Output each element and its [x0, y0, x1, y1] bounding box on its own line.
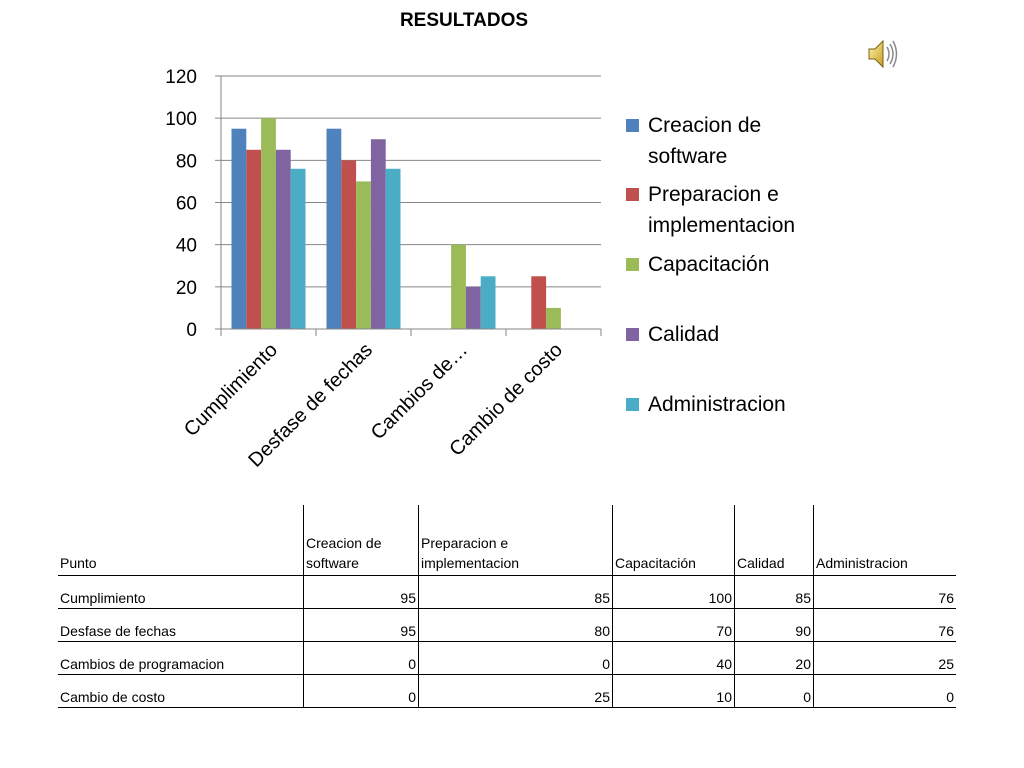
table-cell: 0 [418, 641, 613, 675]
table-row: Cambio de costo 0 25 10 0 0 [58, 674, 956, 708]
table-cell: 76 [813, 575, 956, 609]
bar [275, 149, 291, 329]
table-cell: 85 [734, 575, 814, 609]
y-tick-label: 20 [176, 278, 197, 299]
table-cell: 76 [813, 608, 956, 642]
y-tick-label: 120 [165, 67, 197, 88]
table-row: Cambios de programacion 0 0 40 20 25 [58, 641, 956, 675]
legend-item: Calidad [626, 319, 838, 350]
bar [546, 307, 561, 329]
bar [356, 181, 371, 329]
bar [246, 149, 262, 329]
bar [385, 168, 401, 329]
table-cell: 70 [612, 608, 735, 642]
bar [231, 128, 247, 329]
table-cell: 0 [303, 641, 419, 675]
chart-title: RESULTADOS [399, 10, 529, 31]
legend-label: Calidad [648, 323, 720, 346]
y-tick-label: 100 [165, 109, 197, 130]
table-cell: 0 [734, 674, 814, 708]
row-label: Cumplimiento [58, 575, 304, 609]
table-cell: 100 [612, 575, 735, 609]
bar [326, 128, 342, 329]
bar [531, 276, 547, 329]
legend-swatch [626, 119, 639, 132]
table-cell: 90 [734, 608, 814, 642]
y-tick-label: 80 [176, 151, 197, 172]
table-cell: 95 [303, 575, 419, 609]
table-header-row: Punto Creacion de software Preparacion e… [58, 505, 956, 576]
table-row: Desfase de fechas 95 80 70 90 76 [58, 608, 956, 642]
legend-swatch [626, 398, 639, 411]
header-capacitacion: Capacitación [612, 505, 735, 576]
table-cell: 40 [612, 641, 735, 675]
row-label: Cambios de programacion [58, 641, 304, 675]
table-cell: 0 [303, 674, 419, 708]
bar [261, 118, 276, 329]
table-cell: 25 [813, 641, 956, 675]
legend-swatch [626, 188, 639, 201]
y-tick-label: 60 [176, 194, 197, 215]
legend-swatch [626, 328, 639, 341]
legend-label: Preparacion e implementacion [648, 183, 796, 237]
y-tick-label: 40 [176, 236, 197, 257]
bar [290, 168, 306, 329]
table-cell: 25 [418, 674, 613, 708]
table-cell: 20 [734, 641, 814, 675]
x-tick-label: Cambios de… [367, 339, 472, 444]
bar [370, 139, 386, 329]
row-label: Desfase de fechas [58, 608, 304, 642]
table-cell: 80 [418, 608, 613, 642]
x-tick-label: Cumplimiento [180, 339, 282, 441]
bar [341, 160, 357, 329]
header-punto: Punto [58, 505, 304, 576]
legend-label: Capacitación [648, 253, 770, 276]
table-cell: 95 [303, 608, 419, 642]
legend-item: Preparacion e implementacion [626, 179, 838, 241]
header-preparacion: Preparacion e implementacion [418, 505, 613, 576]
legend-item: Capacitación [626, 249, 838, 280]
y-tick-label: 0 [186, 320, 197, 341]
table-cell: 85 [418, 575, 613, 609]
legend-swatch [626, 258, 639, 271]
speaker-icon[interactable] [864, 36, 900, 72]
header-administracion: Administracion [813, 505, 956, 576]
bar [480, 276, 496, 329]
legend-item: Administracion [626, 389, 838, 420]
bar [465, 286, 481, 329]
table-cell: 10 [612, 674, 735, 708]
legend-label: Administracion [648, 393, 786, 416]
table-cell: 0 [813, 674, 956, 708]
table-row: Cumplimiento 95 85 100 85 76 [58, 575, 956, 609]
data-table: Punto Creacion de software Preparacion e… [58, 505, 956, 708]
legend-item: Creacion de software [626, 110, 838, 172]
header-creacion: Creacion de software [303, 505, 419, 576]
bar [451, 244, 466, 329]
legend-label: Creacion de software [648, 114, 762, 168]
header-calidad: Calidad [734, 505, 814, 576]
row-label: Cambio de costo [58, 674, 304, 708]
